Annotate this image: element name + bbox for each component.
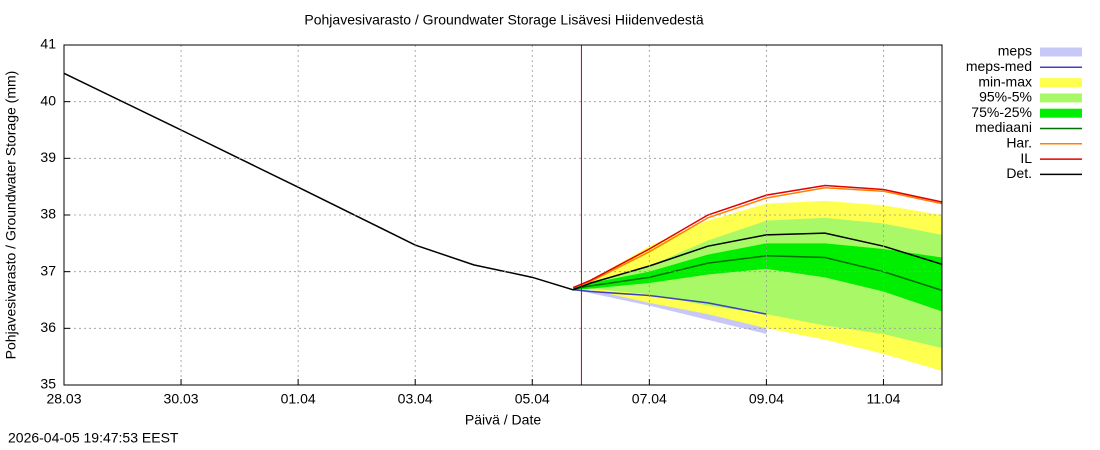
line xyxy=(573,255,943,292)
legend-swatch xyxy=(1040,108,1082,118)
legend-label: min-max xyxy=(978,73,1032,89)
y-axis-label: Pohjavesivarasto / Groundwater Storage (… xyxy=(3,71,19,360)
legend-label: 95%-5% xyxy=(979,89,1032,105)
x-tick-label: 07.04 xyxy=(632,391,667,407)
x-tick-label: 30.03 xyxy=(164,391,199,407)
y-tick-label: 38 xyxy=(40,206,56,222)
chart-title: Pohjavesivarasto / Groundwater Storage L… xyxy=(304,12,703,28)
line xyxy=(572,187,943,289)
x-tick-label: 28.03 xyxy=(46,391,81,407)
plot-frame xyxy=(63,44,943,386)
y-tick-label: 39 xyxy=(40,149,56,165)
x-tick-label: 05.04 xyxy=(515,391,550,407)
y-tick-label: 37 xyxy=(40,262,56,278)
x-tick-label: 11.04 xyxy=(866,391,900,407)
legend-label: meps xyxy=(998,43,1032,59)
legend-label: Det. xyxy=(1006,165,1032,181)
y-tick-label: 36 xyxy=(40,319,56,335)
y-tick-label: 35 xyxy=(40,376,56,392)
legend-swatch xyxy=(1040,47,1082,57)
x-axis-label: Päivä / Date xyxy=(465,412,541,428)
legend-swatch xyxy=(1040,78,1082,88)
legend-label: meps-med xyxy=(966,58,1032,74)
x-tick-label: 01.04 xyxy=(281,391,316,407)
y-tick-label: 40 xyxy=(40,92,56,108)
band xyxy=(573,243,942,312)
line xyxy=(572,184,943,289)
x-tick-label: 03.04 xyxy=(398,391,433,407)
line xyxy=(63,72,943,291)
timestamp: 2026-04-05 19:47:53 EEST xyxy=(8,430,179,446)
legend-label: Har. xyxy=(1006,135,1032,151)
legend-swatch xyxy=(1040,93,1082,103)
legend-label: mediaani xyxy=(975,119,1032,135)
legend-label: IL xyxy=(1020,150,1032,166)
legend-label: 75%-25% xyxy=(971,104,1032,120)
x-tick-label: 09.04 xyxy=(749,391,784,407)
y-tick-label: 41 xyxy=(40,36,56,52)
